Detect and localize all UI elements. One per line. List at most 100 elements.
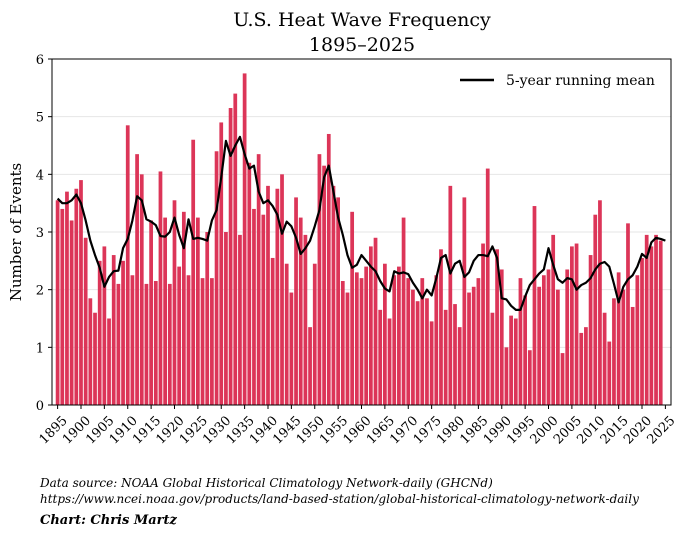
bar: [186, 275, 191, 405]
bar: [107, 318, 111, 405]
bar: [621, 289, 626, 405]
bar: [214, 151, 219, 405]
bar: [153, 281, 158, 405]
y-axis: 0 1 2 3 4 5 6: [36, 53, 52, 414]
bar: [401, 217, 406, 405]
bar: [607, 341, 612, 405]
bar: [74, 188, 79, 405]
running-mean-series: [56, 135, 666, 311]
bar: [224, 232, 228, 405]
bar: [626, 223, 630, 405]
y-tick-label: 5: [36, 111, 44, 126]
running-mean-line: [56, 135, 666, 311]
chart-subtitle: 1895–2025: [309, 34, 415, 56]
bar: [602, 312, 607, 405]
bar: [387, 318, 392, 405]
bar: [373, 237, 378, 405]
bar: [233, 93, 238, 405]
bar: [331, 185, 336, 405]
x-axis: 1895190019051910191519201925193019351940…: [37, 405, 678, 447]
bar: [195, 217, 200, 405]
y-tick-label: 4: [36, 168, 44, 183]
bar: [462, 197, 467, 405]
y-tick-label: 6: [36, 53, 44, 68]
bar: [308, 327, 312, 405]
bar: [490, 312, 495, 405]
bar: [252, 208, 256, 405]
bar: [205, 232, 210, 405]
bar: [149, 220, 153, 405]
bar: [565, 269, 570, 405]
bar: [649, 246, 654, 405]
bar: [130, 275, 135, 405]
bar: [406, 278, 411, 405]
bar: [579, 332, 584, 405]
bar: [219, 122, 224, 405]
bar: [242, 73, 247, 406]
bar: [139, 174, 144, 405]
bar: [158, 171, 163, 405]
bar: [397, 266, 401, 405]
legend-label: 5-year running mean: [506, 73, 655, 89]
bar: [289, 292, 294, 405]
bar: [658, 240, 663, 405]
bar: [588, 255, 593, 405]
bar: [247, 162, 252, 405]
bar: [345, 292, 350, 405]
bar: [532, 206, 537, 405]
bar: [485, 168, 490, 405]
bar: [167, 283, 172, 405]
bar: [574, 243, 579, 405]
y-tick-label: 2: [36, 284, 44, 299]
bar: [546, 269, 551, 405]
bar: [69, 220, 74, 405]
bar: [598, 200, 602, 405]
bar: [513, 318, 518, 405]
bar: [415, 301, 420, 405]
bar: [527, 350, 532, 405]
bar: [584, 327, 588, 405]
bar: [294, 197, 298, 405]
bar: [593, 214, 598, 405]
bar: [191, 139, 196, 405]
bar: [200, 278, 205, 405]
bar: [181, 211, 186, 405]
bar: [210, 278, 214, 405]
bar: [261, 214, 266, 405]
bar: [612, 298, 616, 405]
bar: [270, 257, 275, 405]
bar: [238, 234, 242, 405]
bar: [523, 295, 528, 405]
bar: [60, 208, 65, 405]
bar: [495, 249, 499, 405]
bar: [284, 263, 289, 405]
chart-credit: Chart: Chris Martz: [40, 513, 177, 528]
data-source-url[interactable]: https://www.ncei.noaa.gov/products/land-…: [40, 492, 639, 506]
bar: [111, 255, 116, 405]
bar: [654, 234, 658, 405]
bar: [65, 191, 69, 405]
bar: [434, 275, 439, 405]
bar: [97, 260, 102, 405]
bar: [280, 174, 284, 405]
bar: [644, 234, 649, 405]
bar: [504, 347, 509, 405]
bar: [476, 278, 481, 405]
bar: [102, 246, 107, 405]
bar: [135, 154, 139, 405]
data-source-note: Data source: NOAA Global Historical Clim…: [40, 476, 493, 490]
bar: [425, 298, 429, 405]
bar: [55, 200, 60, 405]
bar: [340, 281, 345, 405]
bar: [88, 298, 93, 405]
bar: [467, 292, 471, 405]
bar: [312, 263, 317, 405]
bar: [560, 353, 565, 405]
bar: [266, 185, 270, 405]
bar: [121, 260, 125, 405]
bar: [378, 309, 383, 405]
bar: [172, 200, 177, 405]
bar: [93, 312, 97, 405]
y-tick-label: 1: [36, 341, 44, 356]
